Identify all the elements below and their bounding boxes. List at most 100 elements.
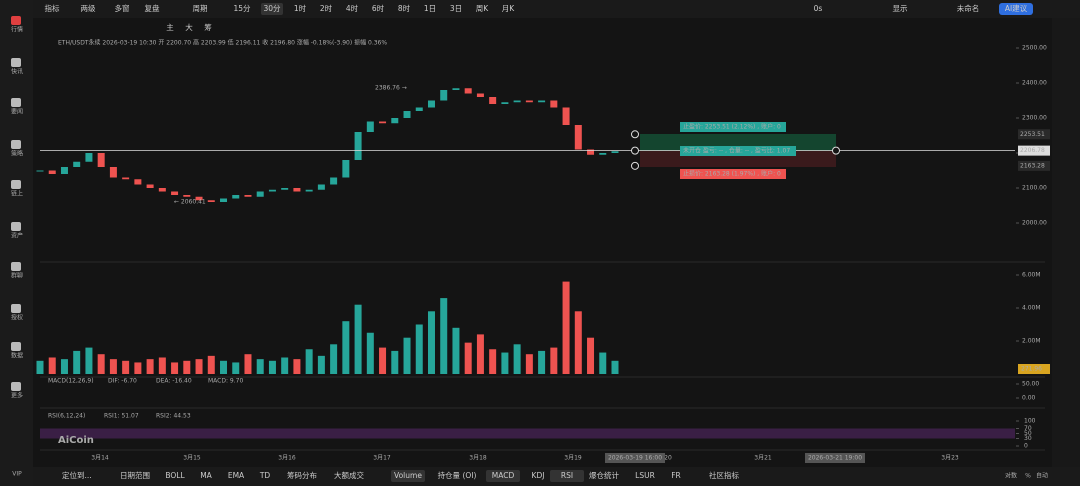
sidebar-icon[interactable] [11, 58, 21, 67]
candle [183, 195, 191, 197]
sidebar-label[interactable]: 资产 [11, 232, 23, 240]
x-tick-label: 20 [664, 455, 672, 462]
indicator-tab[interactable]: 社区指标 [709, 470, 739, 480]
sidebar-label[interactable]: 授权 [11, 314, 23, 322]
sidebar-label[interactable]: 群聊 [11, 272, 23, 280]
candle [122, 177, 130, 180]
indicator-tab[interactable]: 爆仓统计 [589, 470, 619, 480]
candle [268, 189, 276, 192]
sidebar-label[interactable]: 数据 [11, 352, 23, 360]
drawing-tool[interactable]: 主 [166, 22, 174, 32]
volume-bar [513, 344, 521, 374]
candle [97, 153, 105, 167]
indicator-tab[interactable]: TD [259, 471, 271, 480]
toolbar-item[interactable]: 指标 [45, 3, 60, 13]
order-handle[interactable] [631, 161, 639, 170]
order-label: 止盈价: 2253.51 (2.12%) , 账户: 0 [683, 123, 781, 131]
sidebar-icon[interactable] [11, 180, 21, 189]
toolbar-item[interactable]: 1时 [294, 3, 307, 13]
toolbar-item[interactable]: 4时 [346, 3, 359, 13]
y-tick-label: 100 [1024, 418, 1036, 425]
sidebar-icon[interactable] [11, 382, 21, 391]
toolbar-item[interactable]: 未命名 [957, 3, 980, 13]
sidebar-icon[interactable] [11, 98, 21, 107]
toolbar-item[interactable]: 8时 [398, 3, 411, 13]
order-handle[interactable] [631, 130, 639, 139]
toolbar-item[interactable]: 复盘 [145, 3, 160, 13]
sidebar-icon[interactable] [11, 140, 21, 149]
price-tag [1018, 129, 1050, 140]
toolbar-item[interactable]: 1日 [424, 4, 436, 13]
bottom-item[interactable]: 日期范围 [120, 470, 150, 480]
macd-label: MACD: 9.70 [208, 378, 243, 385]
sidebar-label[interactable]: 链上 [11, 190, 23, 198]
x-tick-label: 3月17 [373, 455, 391, 462]
drawing-tool[interactable]: 大 [185, 22, 193, 32]
ai-button[interactable] [999, 3, 1033, 15]
scale-option[interactable]: 对数 [1005, 472, 1017, 480]
scale-option[interactable]: 自动 [1036, 472, 1048, 480]
candle [538, 100, 546, 103]
sidebar-label[interactable]: 策略 [11, 150, 23, 158]
sidebar-icon[interactable] [11, 342, 21, 351]
volume-bar [574, 311, 582, 374]
volume-bar [464, 342, 472, 374]
volume-bar [342, 321, 350, 374]
indicator-tab[interactable]: LSUR [635, 471, 655, 480]
indicator-tab[interactable]: MACD [492, 471, 515, 480]
order-handle[interactable] [832, 146, 840, 155]
toolbar [33, 0, 1080, 18]
candle [501, 102, 509, 104]
sidebar-label[interactable]: 快讯 [11, 68, 23, 76]
indicator-tab[interactable]: 筹码分布 [287, 470, 317, 480]
sidebar-icon[interactable] [11, 304, 21, 313]
y-tick-label: 0.00 [1022, 395, 1036, 402]
toolbar-item[interactable]: AI建议 [1005, 3, 1028, 13]
indicator-tab[interactable]: 持仓量 (OI) [438, 470, 477, 480]
time-marker-bg [805, 453, 865, 463]
indicator-tab[interactable]: Volume [394, 471, 422, 480]
indicator-tab[interactable]: MA [200, 471, 212, 480]
sidebar-icon[interactable] [11, 262, 21, 271]
sidebar-label[interactable]: 行情 [11, 26, 23, 34]
toolbar-item[interactable]: 15分 [233, 4, 251, 13]
indicator-tab[interactable]: FR [671, 471, 681, 480]
sidebar-icon[interactable] [11, 222, 21, 231]
sidebar-icon[interactable] [11, 16, 21, 25]
indicator-tab[interactable]: RSI [561, 471, 573, 480]
indicator-tab[interactable]: BOLL [165, 471, 185, 480]
toolbar-item[interactable]: 月K [502, 4, 515, 13]
volume-bar [171, 362, 179, 374]
chart-header: ETH/USDT永续 2026-03-19 10:30 开 2200.70 高 … [58, 39, 387, 47]
indicator-tab[interactable]: KDJ [532, 471, 545, 480]
drawing-tool[interactable]: 筹 [204, 22, 212, 32]
scale-option[interactable]: % [1025, 473, 1031, 480]
toolbar-item[interactable]: 2时 [320, 3, 333, 13]
indicator-tab[interactable]: 大额成交 [334, 470, 364, 480]
y-tick-label: 2500.00 [1022, 45, 1047, 52]
toolbar-item[interactable]: 周K [476, 4, 489, 13]
order-handle[interactable] [631, 146, 639, 155]
sidebar-label[interactable]: 更多 [11, 392, 23, 400]
order-label-bg [680, 122, 786, 132]
toolbar-item[interactable]: 多窗 [115, 3, 130, 13]
candle [366, 121, 374, 132]
active-indicator [550, 470, 584, 482]
toolbar-item[interactable]: 3日 [450, 4, 462, 13]
candle [379, 121, 387, 124]
toolbar-item[interactable]: 0s [814, 4, 823, 13]
sidebar [0, 0, 33, 486]
toolbar-item[interactable]: 30分 [263, 4, 281, 13]
indicator-tab[interactable]: EMA [228, 471, 245, 480]
sidebar-label[interactable]: VIP [12, 471, 22, 478]
sidebar-label[interactable]: 要闻 [11, 108, 23, 116]
toolbar-item[interactable]: 两级 [81, 3, 96, 13]
bottom-item[interactable]: 定位到... [62, 470, 92, 480]
toolbar-item[interactable]: 6时 [372, 3, 385, 13]
volume-bar [146, 359, 154, 374]
toolbar-item[interactable]: 显示 [893, 4, 908, 13]
candle [195, 196, 203, 201]
toolbar-item[interactable]: 周期 [193, 4, 208, 13]
